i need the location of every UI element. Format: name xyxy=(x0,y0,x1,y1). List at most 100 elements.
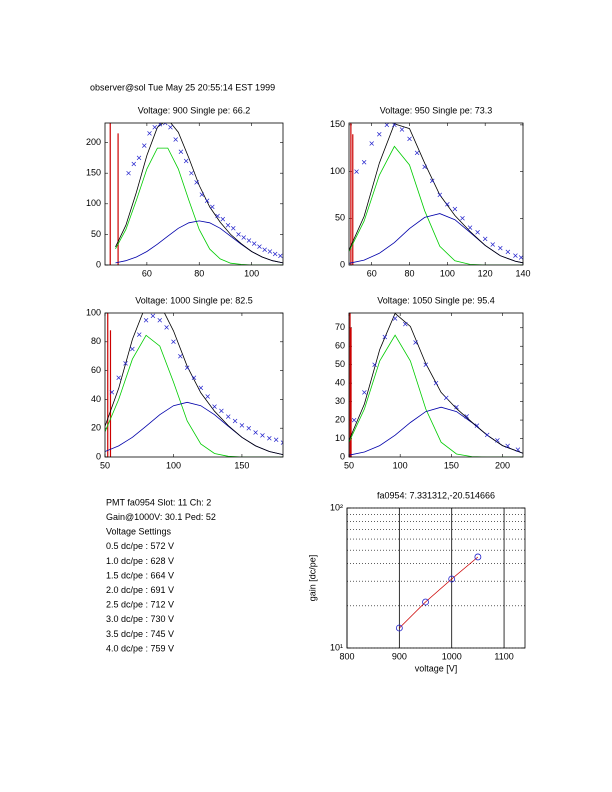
x-tick-label: 200 xyxy=(495,460,510,470)
info-line: 3.0 dc/pe : 730 V xyxy=(106,614,174,624)
data-point xyxy=(445,202,450,207)
fit-curve xyxy=(349,334,523,457)
chart-title: Voltage: 900 Single pe: 66.2 xyxy=(138,105,251,115)
info-line: Voltage Settings xyxy=(106,527,172,537)
data-point xyxy=(513,253,518,258)
x-tick-label: 100 xyxy=(166,460,181,470)
y-tick-label: 30 xyxy=(335,396,345,406)
data-point xyxy=(147,131,152,136)
data-point xyxy=(178,149,184,155)
data-point xyxy=(369,141,374,146)
data-point xyxy=(116,375,121,381)
info-line: 3.5 dc/pe : 745 V xyxy=(106,629,174,639)
data-point xyxy=(422,164,427,170)
x-axis-label: voltage [V] xyxy=(415,663,458,673)
data-point xyxy=(225,414,231,419)
axes-frame xyxy=(104,122,284,266)
data-point xyxy=(152,125,157,130)
fit-curve xyxy=(399,556,479,629)
data-point xyxy=(205,394,210,399)
data-point xyxy=(194,180,199,185)
data-point xyxy=(178,353,183,359)
data-point xyxy=(251,241,257,246)
y-tick-label: 0 xyxy=(96,259,101,269)
fit-curve xyxy=(349,145,523,265)
data-point xyxy=(273,437,279,442)
data-point xyxy=(403,321,408,327)
data-point xyxy=(267,436,272,441)
data-point xyxy=(362,390,367,395)
data-point xyxy=(429,178,435,184)
data-point xyxy=(515,447,521,452)
data-point xyxy=(232,418,238,424)
y-tick-label: 150 xyxy=(86,168,101,178)
data-point xyxy=(423,362,429,367)
data-point xyxy=(280,440,283,445)
data-point xyxy=(448,575,456,583)
info-line: PMT fa0954 Slot: 11 Ch: 2 xyxy=(106,497,211,507)
x-tick-label: 100 xyxy=(393,460,408,470)
data-point xyxy=(474,423,480,428)
axes-frame xyxy=(348,122,524,266)
data-point xyxy=(407,136,412,142)
chart-title: Voltage: 1050 Single pe: 95.4 xyxy=(377,295,495,305)
plot-area xyxy=(349,123,523,265)
x-tick-label: 60 xyxy=(367,268,377,278)
data-point xyxy=(162,123,168,126)
data-point xyxy=(399,127,405,132)
data-point xyxy=(130,346,135,352)
data-point xyxy=(173,137,178,142)
data-point xyxy=(210,204,215,210)
data-point xyxy=(414,150,420,156)
data-point xyxy=(131,161,137,167)
fit-curve xyxy=(105,313,283,455)
y-tick-label: 10² xyxy=(330,502,343,512)
data-point xyxy=(454,404,459,410)
x-tick-label: 60 xyxy=(142,268,152,278)
header: observer@sol Tue May 25 20:55:14 EST 199… xyxy=(90,82,275,92)
info-line: 2.0 dc/pe : 691 V xyxy=(106,585,174,595)
x-tick-label: 80 xyxy=(405,268,415,278)
data-point xyxy=(168,125,173,130)
y-tick-label: 200 xyxy=(86,137,101,147)
data-point xyxy=(413,340,418,345)
y-tick-label: 100 xyxy=(330,166,345,176)
chart-title: Voltage: 950 Single pe: 73.3 xyxy=(380,105,493,115)
data-point xyxy=(452,206,458,212)
data-point xyxy=(372,362,377,367)
data-point xyxy=(422,598,429,606)
x-tick-label: 100 xyxy=(244,268,259,278)
data-point xyxy=(225,222,231,228)
data-point xyxy=(199,192,205,197)
y-axis-label: gain [dc/pe] xyxy=(307,555,317,602)
x-tick-label: 150 xyxy=(234,460,249,470)
x-tick-label: 80 xyxy=(194,268,204,278)
data-point xyxy=(267,249,273,254)
data-point xyxy=(157,123,163,127)
data-point xyxy=(392,316,398,321)
data-point xyxy=(164,325,169,330)
data-point xyxy=(204,198,210,203)
data-point xyxy=(464,414,469,419)
y-tick-label: 100 xyxy=(86,307,101,317)
data-point xyxy=(143,317,149,323)
data-point xyxy=(278,253,283,259)
x-tick-label: 150 xyxy=(444,460,459,470)
fit-curve xyxy=(349,313,523,454)
data-point xyxy=(443,395,449,401)
data-point xyxy=(246,238,252,243)
data-point xyxy=(150,313,156,319)
y-tick-label: 60 xyxy=(91,365,101,375)
data-point xyxy=(433,380,439,386)
data-point xyxy=(212,404,217,409)
data-point xyxy=(184,365,190,370)
plot-area xyxy=(105,313,283,457)
data-point xyxy=(231,226,236,231)
data-point xyxy=(490,242,495,247)
data-point xyxy=(272,251,278,257)
chart-title: fa0954: 7.331312,-20.514666 xyxy=(377,490,495,500)
axes-frame xyxy=(104,312,284,458)
y-tick-label: 0 xyxy=(340,259,345,269)
data-point xyxy=(241,235,246,240)
